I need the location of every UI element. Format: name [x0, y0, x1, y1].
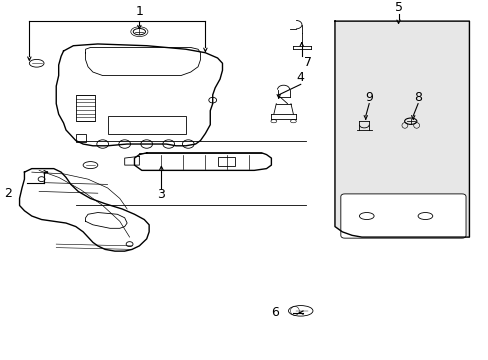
Text: 5: 5: [394, 1, 402, 14]
Text: 4: 4: [296, 71, 304, 84]
Text: 6: 6: [270, 306, 278, 319]
Text: 9: 9: [365, 91, 372, 104]
Text: 7: 7: [304, 56, 311, 69]
Text: 3: 3: [157, 188, 165, 201]
FancyBboxPatch shape: [340, 194, 465, 238]
Bar: [76, 134, 85, 142]
Bar: [76, 95, 95, 121]
Text: 2: 2: [4, 187, 12, 200]
Text: 1: 1: [135, 5, 143, 18]
Bar: [217, 157, 234, 166]
Polygon shape: [334, 21, 468, 237]
Text: 8: 8: [413, 91, 421, 104]
Bar: [107, 116, 185, 134]
